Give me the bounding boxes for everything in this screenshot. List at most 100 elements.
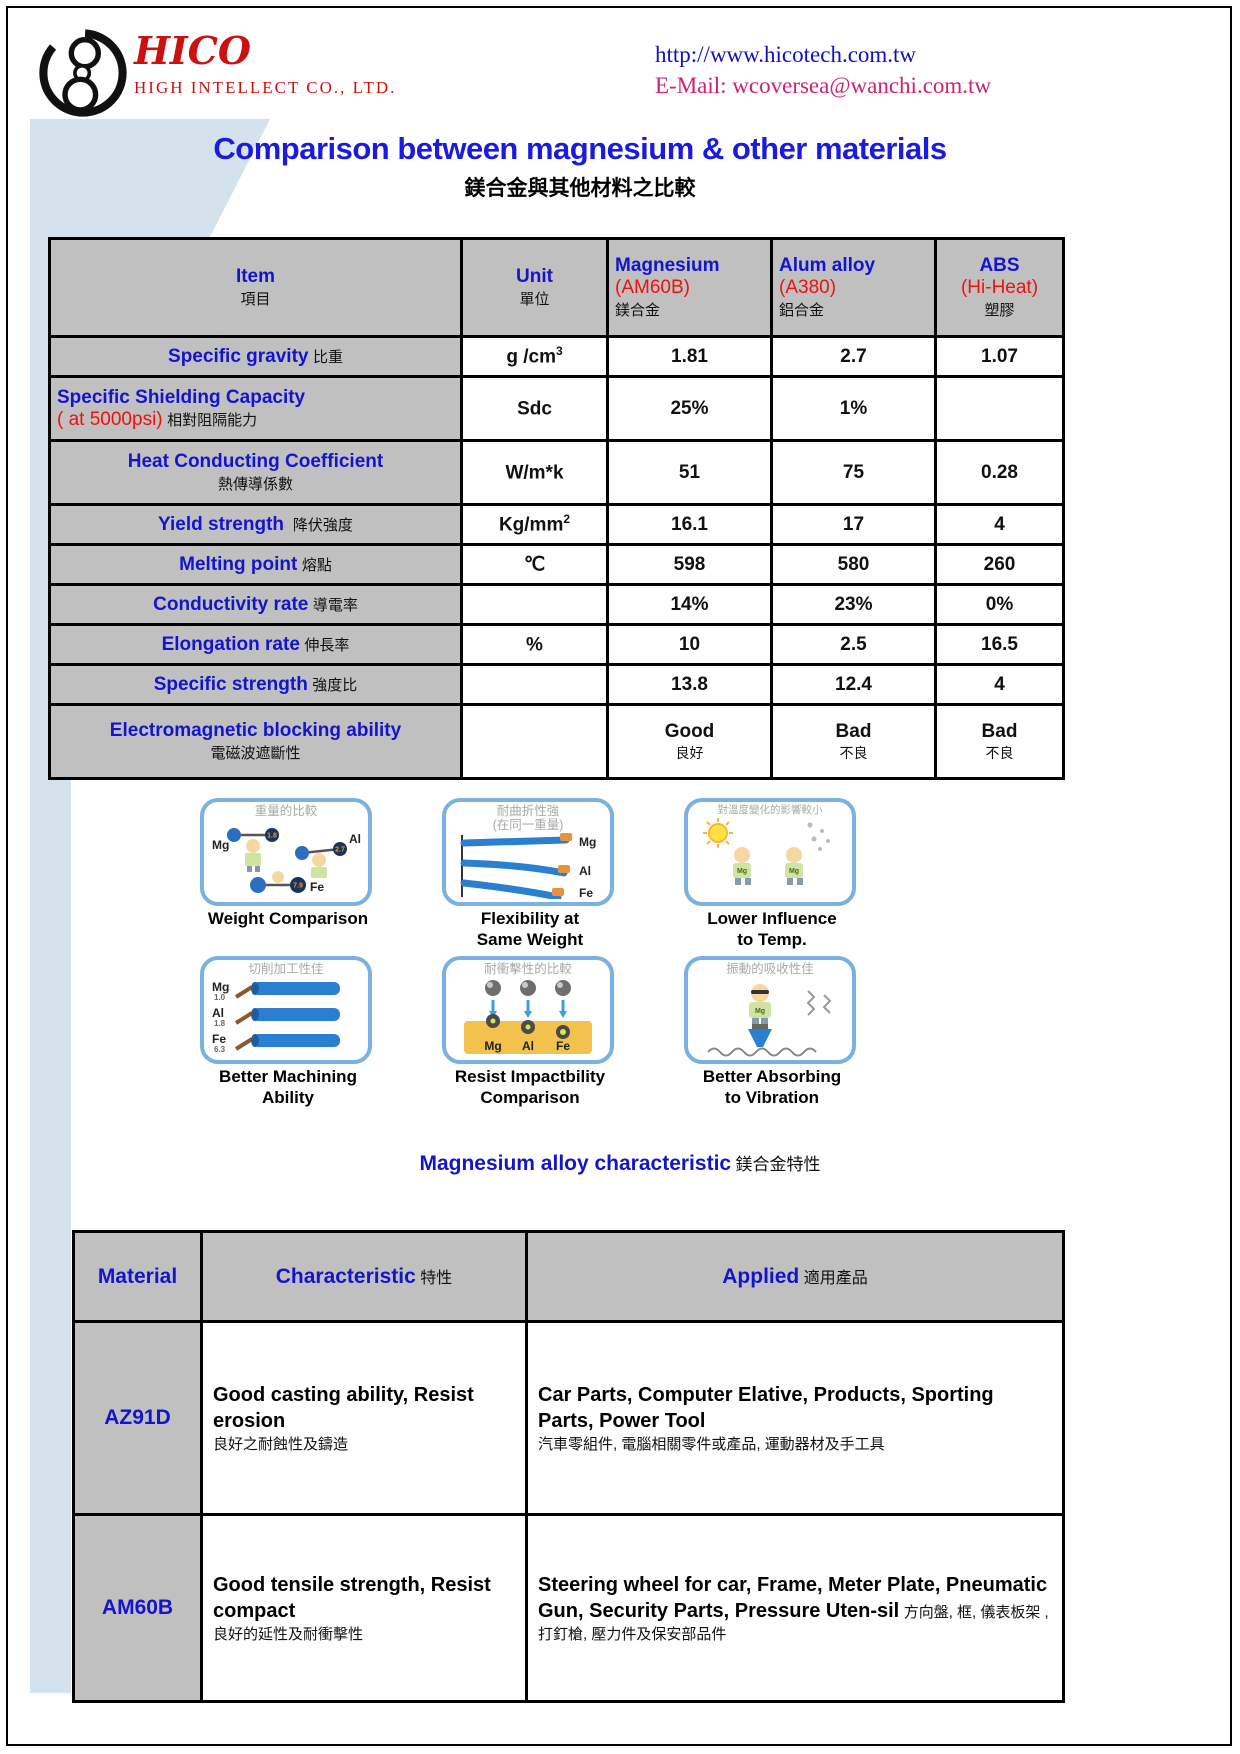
unit-cell: W/m*k bbox=[460, 439, 609, 506]
comparison-table: Item 項目 Unit 單位 Magnesium (AM60B) 鎂合金 Al… bbox=[48, 237, 1065, 780]
value-cell-magnesium: 10 bbox=[606, 623, 773, 666]
value-cell-magnesium: 1.81 bbox=[606, 335, 773, 378]
email-link[interactable]: E-Mail: wcoversea@wanchi.com.tw bbox=[655, 73, 992, 98]
table-row: AZ91D Good casting ability, Resist erosi… bbox=[72, 1320, 1065, 1516]
material-cell: AZ91D bbox=[72, 1320, 203, 1516]
svg-text:Fe: Fe bbox=[556, 1039, 570, 1053]
item-cell: Elongation rate 伸長率 bbox=[48, 623, 463, 666]
material-cell: AM60B bbox=[72, 1513, 203, 1703]
value-cell-magnesium: 51 bbox=[606, 439, 773, 506]
unit-cell bbox=[460, 703, 609, 780]
machining-illustration: Mg 1.0 Al 1.8 Fe 6.3 bbox=[212, 980, 340, 1054]
column-header-applied: Applied 適用產品 bbox=[525, 1230, 1065, 1323]
impact-illustration: Mg Al Fe bbox=[464, 979, 592, 1054]
characteristic-cell: Good casting ability, Resist erosion 良好之… bbox=[200, 1320, 528, 1516]
panel-zh-caption: 耐曲折性強 (在同一重量) bbox=[492, 804, 564, 832]
value-cell-magnesium: 598 bbox=[606, 543, 773, 586]
panel-caption-resist-impact: Resist Impactbility Comparison bbox=[454, 1067, 606, 1108]
comparison-header-row: Item 項目 Unit 單位 Magnesium (AM60B) 鎂合金 Al… bbox=[48, 237, 1065, 338]
value-cell-magnesium: Good 良好 bbox=[606, 703, 773, 780]
item-cell: Conductivity rate 導電率 bbox=[48, 583, 463, 626]
value-cell-abs: 4 bbox=[934, 503, 1065, 546]
panel-caption-weight-comparison: Weight Comparison bbox=[207, 909, 369, 928]
vibration-illustration: Mg bbox=[707, 983, 832, 1057]
unit-cell: g /cm3 bbox=[460, 335, 609, 378]
logo-subtitle: HIGH INTELLECT CO., LTD. bbox=[134, 78, 397, 97]
applied-cell: Car Parts, Computer Elative, Products, S… bbox=[525, 1320, 1065, 1516]
svg-text:7.9: 7.9 bbox=[293, 882, 303, 889]
unit-cell bbox=[460, 583, 609, 626]
value-cell-alum: 1% bbox=[770, 375, 937, 442]
table-row: Elongation rate 伸長率 % 10 2.5 16.5 bbox=[48, 623, 1065, 666]
svg-text:6.3: 6.3 bbox=[214, 1045, 226, 1054]
panel-caption-absorb-vibration: Better Absorbing to Vibration bbox=[702, 1067, 842, 1108]
value-cell-magnesium: 13.8 bbox=[606, 663, 773, 706]
panel-machining-ability: 切削加工性佳 Mg 1.0 Al 1.8 Fe 6.3 bbox=[200, 956, 372, 1064]
svg-text:1.8: 1.8 bbox=[267, 832, 277, 839]
section-title: Magnesium alloy characteristic 鎂合金特性 bbox=[419, 1152, 821, 1175]
svg-text:Al: Al bbox=[579, 864, 591, 878]
value-cell-alum: 23% bbox=[770, 583, 937, 626]
page-title: Comparison between magnesium & other mat… bbox=[213, 131, 947, 166]
column-header-characteristic: Characteristic 特性 bbox=[200, 1230, 528, 1323]
value-cell-alum: 2.7 bbox=[770, 335, 937, 378]
value-cell-abs: 16.5 bbox=[934, 623, 1065, 666]
panel-zh-caption: 振動的吸收性佳 bbox=[726, 962, 814, 976]
table-row: Melting point 熔點 ℃ 598 580 260 bbox=[48, 543, 1065, 586]
item-cell: Specific Shielding Capacity ( at 5000psi… bbox=[48, 375, 463, 442]
unit-cell: % bbox=[460, 623, 609, 666]
column-header-abs: ABS (Hi-Heat) 塑膠 bbox=[934, 237, 1065, 338]
item-cell: Specific gravity 比重 bbox=[48, 335, 463, 378]
value-cell-abs: 1.07 bbox=[934, 335, 1065, 378]
panel-zh-caption: 重量的比較 bbox=[254, 804, 318, 818]
page-subtitle: 鎂合金與其他材料之比較 bbox=[464, 176, 696, 200]
table-row: Specific strength 強度比 13.8 12.4 4 bbox=[48, 663, 1065, 706]
panel-absorb-vibration: 振動的吸收性佳 Mg bbox=[684, 956, 856, 1064]
value-cell-abs: 4 bbox=[934, 663, 1065, 706]
value-cell-magnesium: 14% bbox=[606, 583, 773, 626]
value-cell-alum: 2.5 bbox=[770, 623, 937, 666]
characteristic-table: Material Characteristic 特性 Applied 適用產品 … bbox=[72, 1230, 1065, 1703]
svg-text:Mg: Mg bbox=[212, 980, 229, 994]
svg-text:Fe: Fe bbox=[310, 880, 324, 894]
item-cell: Heat Conducting Coefficient 熱傳導係數 bbox=[48, 439, 463, 506]
panel-lower-influence-temp: 對溫度變化的影響較小 Mg Mg bbox=[684, 798, 856, 906]
item-cell: Specific strength 強度比 bbox=[48, 663, 463, 706]
unit-cell: Kg/mm2 bbox=[460, 503, 609, 546]
table-row: Yield strength 降伏強度 Kg/mm2 16.1 17 4 bbox=[48, 503, 1065, 546]
value-cell-abs: 260 bbox=[934, 543, 1065, 586]
panel-zh-caption: 耐衝擊性的比較 bbox=[484, 962, 572, 976]
panel-zh-caption: 切削加工性佳 bbox=[248, 962, 324, 976]
value-cell-alum: Bad 不良 bbox=[770, 703, 937, 780]
panel-resist-impact: 耐衝擊性的比較 Mg Al Fe bbox=[442, 956, 614, 1064]
table-row: Conductivity rate 導電率 14% 23% 0% bbox=[48, 583, 1065, 626]
svg-text:2.7: 2.7 bbox=[335, 846, 345, 853]
item-cell: Yield strength 降伏強度 bbox=[48, 503, 463, 546]
column-header-magnesium: Magnesium (AM60B) 鎂合金 bbox=[606, 237, 773, 338]
flexibility-illustration: Mg Al Fe bbox=[460, 832, 596, 900]
svg-text:Mg: Mg bbox=[737, 868, 747, 875]
item-cell: Melting point 熔點 bbox=[48, 543, 463, 586]
panel-flexibility: 耐曲折性強 (在同一重量) Mg Al Fe bbox=[442, 798, 614, 906]
svg-text:Al: Al bbox=[212, 1006, 224, 1020]
value-cell-alum: 17 bbox=[770, 503, 937, 546]
column-header-unit: Unit 單位 bbox=[460, 237, 609, 338]
svg-text:Mg: Mg bbox=[212, 838, 229, 852]
website-link[interactable]: http://www.hicotech.com.tw bbox=[655, 42, 917, 67]
value-cell-abs bbox=[934, 375, 1065, 442]
characteristic-header-row: Material Characteristic 特性 Applied 適用產品 bbox=[72, 1230, 1065, 1323]
svg-text:Mg: Mg bbox=[789, 868, 799, 875]
column-header-material: Material bbox=[72, 1230, 203, 1323]
value-cell-alum: 580 bbox=[770, 543, 937, 586]
unit-cell bbox=[460, 663, 609, 706]
svg-text:Al: Al bbox=[522, 1039, 534, 1053]
table-row: AM60B Good tensile strength, Resist comp… bbox=[72, 1513, 1065, 1703]
panel-caption-flexibility: Flexibility at Same Weight bbox=[476, 909, 584, 950]
svg-text:1.0: 1.0 bbox=[214, 993, 226, 1002]
panel-weight-comparison: 重量的比較 1.8 Mg 2.7 Al 7.9 Fe bbox=[200, 798, 372, 906]
svg-text:Mg: Mg bbox=[484, 1039, 501, 1053]
svg-text:Mg: Mg bbox=[755, 1008, 765, 1015]
value-cell-magnesium: 16.1 bbox=[606, 503, 773, 546]
table-row: Specific Shielding Capacity ( at 5000psi… bbox=[48, 375, 1065, 442]
panel-caption-lower-influence: Lower Influence to Temp. bbox=[707, 909, 837, 950]
